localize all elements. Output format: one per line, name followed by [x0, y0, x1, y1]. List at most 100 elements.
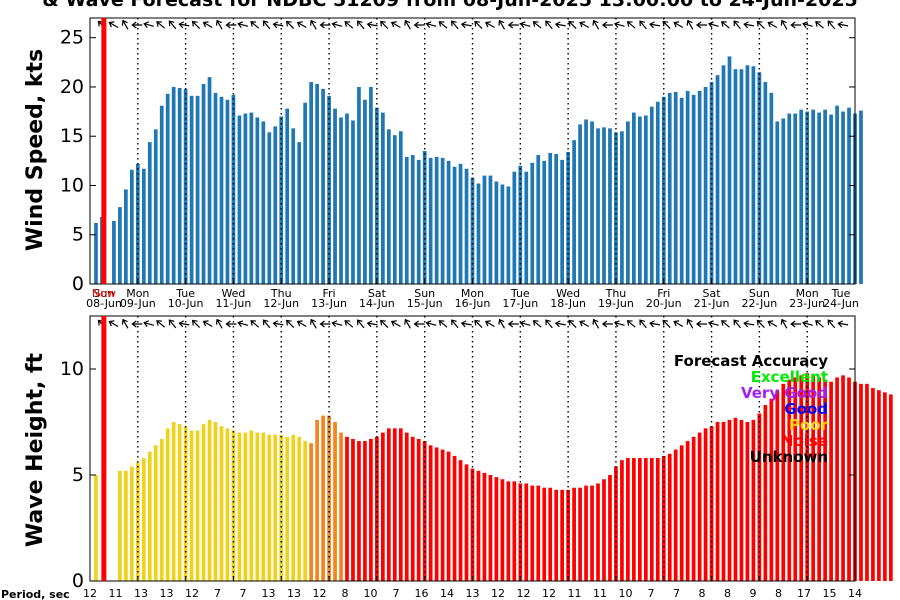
wind-bar — [422, 151, 427, 284]
period-value: 12 — [313, 587, 327, 600]
wind-bar — [763, 82, 768, 284]
wave-direction-arrow — [662, 319, 671, 328]
wave-bar — [530, 485, 535, 581]
wave-bar — [697, 432, 702, 581]
wind-direction-arrow — [662, 20, 671, 29]
wave-direction-arrow — [592, 318, 600, 329]
wind-bar — [781, 118, 786, 285]
wave-direction-arrow — [285, 319, 295, 328]
wave-bar — [363, 441, 367, 581]
wind-bar — [578, 124, 582, 285]
period-value: 15 — [823, 587, 837, 600]
wind-direction-arrow — [451, 20, 459, 30]
period-value: 14 — [848, 587, 862, 600]
wind-bar — [596, 128, 600, 284]
wave-direction-arrow — [639, 319, 647, 329]
wind-direction-arrow — [425, 21, 437, 29]
wind-direction-arrow — [837, 21, 849, 29]
wave-direction-arrow — [474, 319, 483, 328]
day-label-date: 15-Jun — [407, 297, 443, 310]
wave-bar — [189, 430, 194, 581]
wind-bar — [327, 95, 331, 284]
wind-bar — [464, 168, 469, 284]
wind-speed-panel: 0510152025Sun08-JunMon09-JunTue10-JunWed… — [60, 17, 863, 310]
day-label-date: 14-Jun — [359, 297, 395, 310]
legend-excellent: Excellent — [751, 368, 828, 386]
wind-direction-arrow — [613, 21, 625, 29]
wind-direction-arrow — [790, 21, 802, 29]
period-value: 11 — [109, 587, 123, 600]
wind-bar — [530, 162, 535, 284]
wind-bar — [261, 121, 266, 284]
wind-bar — [177, 87, 182, 284]
wave-bar — [327, 415, 331, 581]
day-label-dow: Tue — [510, 287, 530, 300]
period-value: 13 — [262, 587, 276, 600]
wind-direction-arrow — [708, 21, 719, 29]
day-label-dow: Wed — [556, 287, 580, 300]
day-label-date: 18-Jun — [550, 297, 586, 310]
period-value: 10 — [619, 587, 633, 600]
wave-direction-arrow — [485, 320, 495, 328]
wind-bar — [566, 151, 570, 284]
wave-bar — [285, 436, 290, 581]
wind-bar — [195, 95, 200, 284]
wave-bar — [183, 426, 188, 581]
wind-bar — [667, 92, 672, 285]
wave-direction-arrow — [225, 320, 237, 328]
wave-direction-arrow — [498, 318, 506, 329]
wave-bar — [841, 375, 845, 581]
wave-bar — [434, 447, 439, 581]
wave-bar — [871, 388, 875, 581]
wind-bar — [201, 84, 206, 284]
wave-bar — [404, 432, 409, 581]
day-label-date: 11-Jun — [216, 297, 252, 310]
wind-bar — [482, 175, 487, 284]
wave-bar — [141, 458, 146, 581]
wind-bar — [207, 77, 212, 284]
wind-bar — [542, 160, 547, 284]
wind-direction-arrow — [250, 21, 260, 29]
wind-bar — [225, 99, 230, 285]
legend-poor: Poor — [789, 416, 829, 434]
wave-direction-arrow — [380, 319, 389, 328]
period-value: 7 — [393, 587, 400, 600]
wave-direction-arrow — [356, 319, 365, 329]
day-label-date: 20-Jun — [646, 297, 682, 310]
wave-bar — [655, 458, 660, 581]
period-value: 8 — [775, 587, 782, 600]
wave-direction-arrow — [554, 320, 566, 328]
wind-direction-arrow — [721, 21, 730, 29]
wind-bar — [512, 171, 517, 284]
wind-bar — [94, 222, 98, 284]
wave-bar — [829, 381, 833, 581]
wind-bar — [363, 99, 367, 285]
wave-height-panel: 0 5 10 12 11 13 13 12 7 7 13 13 12 8 10 7 16 14 13 12 12 12 11… — [60, 315, 893, 600]
wave-ytick-label: 0 — [72, 570, 84, 592]
wave-bar — [177, 424, 182, 581]
wave-bar — [614, 466, 618, 581]
wave-bar — [596, 483, 600, 581]
wave-bar — [560, 489, 565, 581]
day-label-dow: Tue — [175, 287, 195, 300]
wave-bar — [118, 470, 122, 581]
wave-bar — [452, 455, 457, 581]
wind-bar — [632, 112, 636, 284]
wind-direction-arrow — [331, 21, 343, 29]
wind-direction-arrow — [390, 21, 401, 29]
wind-bar — [446, 160, 451, 284]
wind-bar — [440, 157, 445, 284]
wave-bar — [823, 379, 827, 581]
wind-bar — [602, 127, 606, 284]
wave-direction-arrow — [168, 319, 177, 329]
wind-bar — [273, 126, 278, 285]
wind-direction-arrow — [532, 21, 542, 29]
wave-direction-arrow — [250, 320, 260, 328]
wave-bar — [398, 428, 403, 581]
wind-bar — [554, 153, 559, 284]
wind-bar — [733, 69, 738, 284]
wind-bar — [124, 189, 128, 284]
wind-bar — [584, 119, 588, 284]
wind-bar — [817, 112, 821, 284]
wave-bar — [94, 475, 98, 581]
